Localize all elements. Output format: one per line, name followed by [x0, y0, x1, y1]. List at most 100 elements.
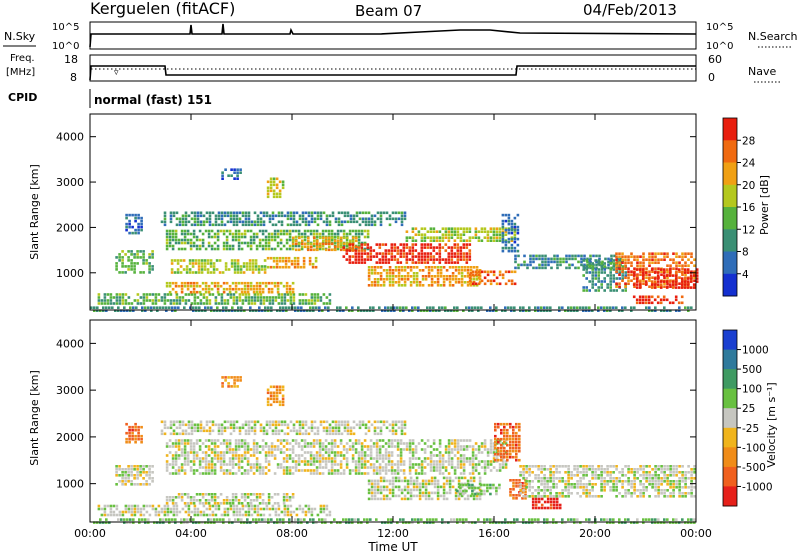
power-cell	[603, 280, 606, 283]
velocity-cell	[432, 518, 435, 521]
velocity-cell	[253, 429, 257, 433]
velocity-cell	[303, 442, 307, 445]
velocity-cell	[181, 420, 185, 424]
velocity-cell	[429, 469, 433, 472]
velocity-cell	[247, 426, 251, 430]
power-cell	[256, 217, 260, 221]
velocity-cell	[346, 432, 350, 436]
power-cell	[447, 230, 451, 233]
velocity-cell	[403, 476, 407, 480]
velocity-cell	[363, 439, 367, 442]
velocity-cell	[192, 457, 196, 460]
power-cell	[641, 301, 645, 305]
velocity-cell	[210, 472, 214, 475]
noise-tick-top-right: 10^5	[706, 22, 733, 33]
velocity-cell	[384, 472, 388, 475]
power-cell	[128, 213, 131, 217]
velocity-cell	[216, 460, 220, 463]
power-cell	[391, 275, 395, 278]
power-cell	[244, 217, 248, 221]
velocity-cell	[196, 426, 200, 430]
power-cell	[504, 219, 508, 223]
velocity-cell	[186, 454, 190, 457]
power-cell	[466, 275, 470, 278]
velocity-cell	[171, 445, 175, 448]
power-cell	[103, 299, 107, 302]
power-cell	[277, 296, 281, 299]
power-cell	[645, 273, 648, 276]
velocity-cell	[205, 513, 209, 517]
velocity-cell	[324, 466, 328, 469]
velocity-cell	[219, 457, 223, 460]
power-cell	[618, 271, 621, 274]
velocity-cell	[115, 483, 118, 486]
velocity-cell	[355, 423, 359, 427]
power-cell	[322, 242, 325, 246]
velocity-cell	[240, 502, 244, 505]
power-cell	[142, 250, 145, 253]
velocity-cell	[178, 420, 182, 424]
power-cell	[690, 252, 693, 255]
velocity-cell	[249, 448, 253, 451]
power-cell	[663, 309, 666, 312]
power-cell	[262, 220, 266, 224]
velocity-cell	[255, 448, 259, 451]
velocity-cell	[334, 432, 338, 436]
power-cell	[660, 270, 663, 273]
power-cell	[457, 272, 461, 275]
velocity-cell	[474, 457, 478, 460]
velocity-cell	[492, 451, 496, 454]
power-cell	[271, 302, 275, 305]
power-cell	[460, 272, 464, 275]
velocity-cell	[339, 521, 342, 524]
velocity-cell	[486, 448, 490, 451]
velocity-cell	[307, 507, 311, 511]
power-cell	[292, 296, 296, 299]
power-cell	[199, 223, 203, 227]
power-cell	[678, 270, 681, 273]
velocity-cell	[430, 491, 434, 495]
power-cell	[382, 269, 386, 272]
power-cell	[234, 229, 238, 233]
power-cell	[201, 281, 205, 285]
velocity-cell	[492, 521, 495, 524]
power-cell	[292, 293, 296, 296]
power-cell	[225, 247, 229, 251]
power-cell	[273, 281, 277, 285]
power-cell	[313, 302, 317, 305]
velocity-cell	[394, 429, 398, 433]
velocity-cell	[306, 445, 310, 448]
power-cell	[343, 242, 346, 246]
velocity-cell	[418, 485, 422, 489]
velocity-cell	[528, 521, 531, 524]
power-cell	[237, 244, 241, 248]
velocity-cell	[247, 507, 251, 511]
power-cell	[450, 246, 454, 249]
power-cell	[253, 296, 257, 299]
velocity-cell	[131, 425, 134, 429]
power-cell	[253, 299, 257, 302]
velocity-cell	[387, 521, 390, 524]
velocity-cell	[171, 499, 175, 502]
power-cell	[513, 222, 517, 226]
velocity-cell	[291, 439, 295, 442]
velocity-cell	[220, 513, 224, 517]
velocity-cell	[273, 448, 277, 451]
velocity-cell	[259, 423, 263, 427]
velocity-cell	[252, 466, 256, 469]
velocity-cell	[354, 518, 357, 521]
velocity-cell	[474, 469, 478, 472]
velocity-cell	[202, 429, 206, 433]
power-cell	[618, 273, 621, 276]
power-cell	[630, 252, 633, 255]
power-cell	[254, 268, 258, 271]
power-cell	[632, 283, 636, 286]
velocity-cell	[304, 513, 308, 517]
velocity-cell	[241, 504, 245, 508]
velocity-cell	[127, 504, 131, 508]
velocity-cell	[145, 504, 149, 508]
velocity-cell	[483, 489, 486, 493]
power-cell	[300, 232, 304, 236]
power-cell	[390, 243, 394, 246]
power-cell	[662, 268, 666, 271]
